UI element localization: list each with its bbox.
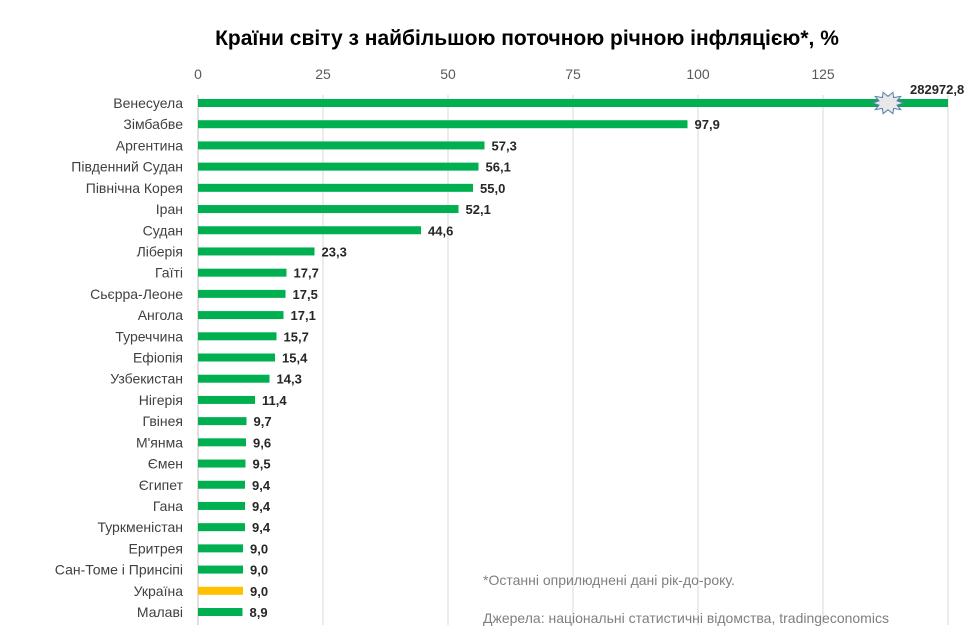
data-label: 9,0	[250, 563, 268, 578]
x-axis-ticks: 0 25 50 75 100 125	[194, 66, 835, 82]
bar	[198, 374, 270, 383]
data-label: 9,7	[254, 414, 272, 429]
data-label: 97,9	[695, 117, 720, 132]
bar	[198, 523, 245, 532]
category-label: Єгипет	[139, 477, 184, 493]
category-label: Гаїті	[155, 265, 183, 281]
bar	[198, 417, 247, 426]
category-label: Аргентина	[116, 137, 183, 153]
data-label: 52,1	[466, 202, 491, 217]
bar	[198, 99, 948, 107]
category-label: Судан	[143, 222, 183, 238]
data-label: 9,5	[253, 457, 271, 472]
bar	[198, 586, 243, 595]
axis-break-icon	[870, 91, 906, 115]
data-label: 15,4	[282, 351, 308, 366]
bar	[198, 226, 421, 235]
category-label: Узбекистан	[110, 371, 183, 387]
category-label: Туреччина	[115, 328, 183, 344]
data-label: 44,6	[428, 223, 453, 238]
category-label: Венесуела	[113, 95, 183, 111]
data-label: 9,4	[252, 520, 271, 535]
category-label: Сьєрра-Леоне	[90, 286, 183, 302]
bar	[198, 141, 485, 150]
bar	[198, 459, 246, 468]
x-tick-label: 125	[811, 66, 835, 82]
category-label: Туркменістан	[97, 519, 183, 535]
data-label: 17,1	[291, 308, 316, 323]
data-label: 282972,8	[910, 82, 964, 97]
x-tick-label: 75	[565, 66, 581, 82]
category-label: М'янма	[136, 434, 183, 450]
bar	[198, 162, 479, 171]
data-label: 11,4	[262, 393, 287, 408]
category-label: Еритрея	[128, 540, 183, 556]
data-label: 17,5	[293, 287, 318, 302]
category-label: Ємен	[148, 456, 183, 472]
data-label: 56,1	[486, 160, 511, 175]
data-label: 17,7	[294, 266, 319, 281]
data-label: 9,6	[253, 435, 271, 450]
data-label: 23,3	[322, 244, 347, 259]
category-label: Північна Корея	[86, 180, 183, 196]
bar	[198, 565, 243, 574]
x-tick-label: 25	[315, 66, 331, 82]
category-label: Ліберія	[137, 243, 183, 259]
category-label: Ефіопія	[133, 350, 183, 366]
bar	[198, 438, 246, 447]
category-label: Сан-Томе і Принсіпі	[55, 562, 183, 578]
bar	[198, 608, 243, 616]
bar	[198, 311, 284, 320]
x-tick-label: 100	[686, 66, 710, 82]
category-label: Україна	[134, 583, 184, 599]
bar	[198, 289, 286, 298]
category-label: Іран	[156, 201, 183, 217]
bar	[198, 268, 287, 277]
data-label: 9,4	[252, 499, 271, 514]
data-label: 8,9	[250, 605, 268, 620]
category-label: Нігерія	[139, 392, 183, 408]
category-label: Малаві	[137, 604, 183, 620]
category-label: Гана	[153, 498, 183, 514]
gridlines	[197, 95, 949, 625]
bar	[198, 353, 275, 362]
bar	[198, 120, 688, 129]
bars: Венесуела 282972,8 Зімбабве 97,9 Аргентина 57…	[55, 82, 964, 620]
bar	[198, 247, 315, 256]
footnote: *Останні оприлюднені дані рік-до-року.	[483, 572, 735, 588]
category-label: Ангола	[138, 307, 184, 323]
data-label: 9,4	[252, 478, 271, 493]
category-label: Зімбабве	[123, 116, 183, 132]
chart-title: Країни світу з найбільшою поточною річно…	[215, 27, 839, 50]
bar	[198, 205, 459, 214]
bar	[198, 183, 473, 192]
source-note: Джерела: національні статистичні відомст…	[483, 610, 889, 626]
data-label: 55,0	[480, 181, 505, 196]
bar	[198, 480, 245, 489]
x-tick-label: 50	[440, 66, 456, 82]
data-label: 9,0	[250, 584, 268, 599]
category-label: Гвінея	[143, 413, 183, 429]
bar	[198, 395, 255, 404]
category-label: Південний Судан	[71, 159, 183, 175]
data-label: 57,3	[492, 138, 517, 153]
data-label: 15,7	[284, 329, 309, 344]
data-label: 9,0	[250, 541, 268, 556]
bar	[198, 544, 243, 553]
data-label: 14,3	[277, 372, 302, 387]
bar	[198, 501, 245, 510]
x-tick-label: 0	[194, 66, 202, 82]
bar	[198, 332, 277, 341]
